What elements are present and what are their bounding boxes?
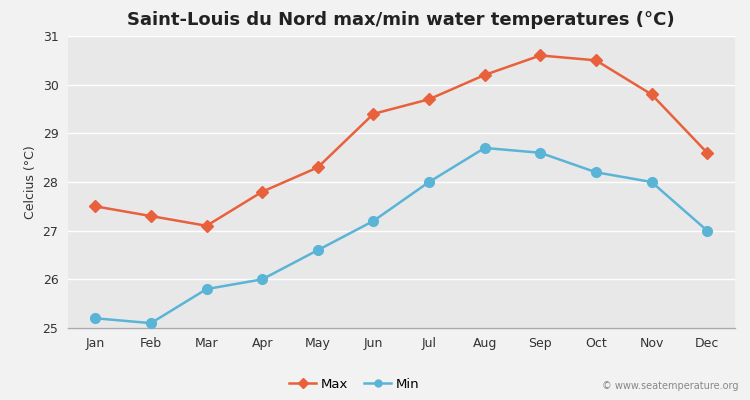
Y-axis label: Celcius (°C): Celcius (°C) <box>24 145 37 219</box>
Legend: Max, Min: Max, Min <box>284 372 425 396</box>
Title: Saint-Louis du Nord max/min water temperatures (°C): Saint-Louis du Nord max/min water temper… <box>128 11 675 29</box>
Text: © www.seatemperature.org: © www.seatemperature.org <box>602 381 739 391</box>
